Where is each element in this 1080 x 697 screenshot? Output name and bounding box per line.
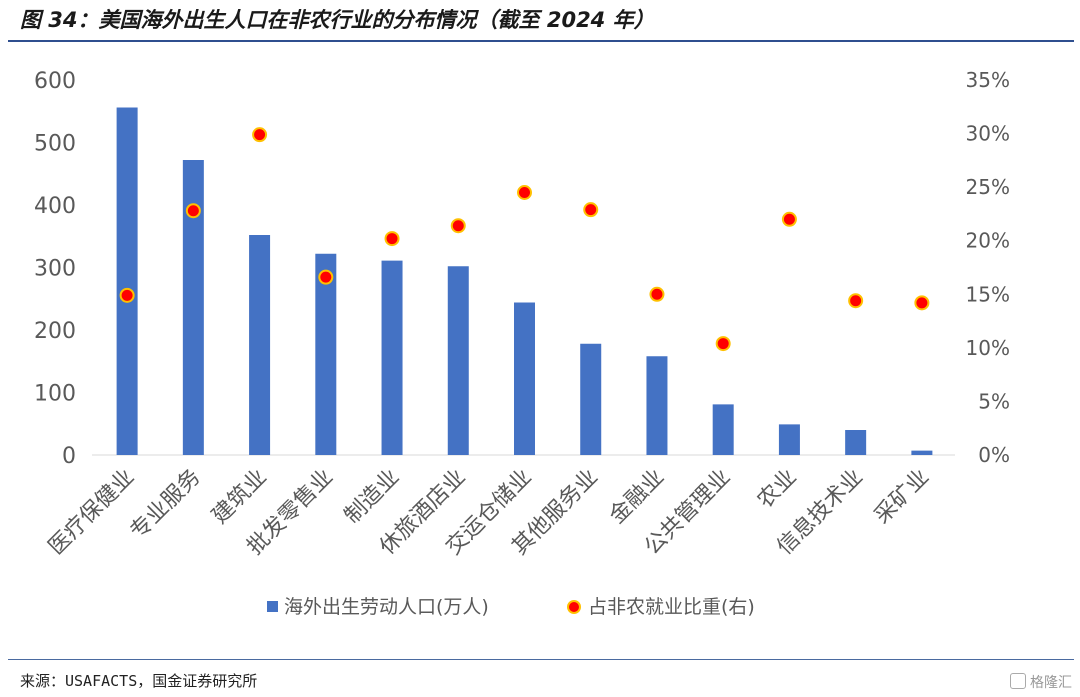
bar bbox=[182, 160, 204, 455]
left-tick-label: 0 bbox=[62, 444, 76, 469]
category-label: 金融业 bbox=[605, 465, 669, 529]
right-tick-label: 5% bbox=[978, 389, 1010, 413]
category-label: 采矿业 bbox=[870, 465, 934, 529]
bar bbox=[712, 404, 734, 455]
bar bbox=[646, 356, 668, 455]
watermark-text: 格隆汇 bbox=[1030, 675, 1072, 691]
right-tick-label: 15% bbox=[966, 282, 1010, 306]
title-rule bbox=[8, 40, 1074, 42]
left-tick-label: 400 bbox=[34, 194, 76, 219]
dot bbox=[450, 218, 466, 234]
dot bbox=[384, 231, 400, 247]
left-tick-label: 300 bbox=[34, 257, 76, 282]
bar bbox=[447, 266, 469, 455]
dot-series bbox=[119, 127, 930, 352]
legend-dot-label: 占非农就业比重(右) bbox=[588, 596, 755, 618]
source-note: 来源：USAFACTS，国金证券研究所 bbox=[20, 672, 258, 690]
watermark: 格隆汇 bbox=[1010, 672, 1072, 692]
legend-bar-label: 海外出生劳动人口(万人) bbox=[284, 596, 489, 618]
dot bbox=[715, 336, 731, 352]
bar bbox=[381, 260, 403, 455]
right-axis: 0% 5% 10% 15% 20% 25% 30% 35% bbox=[966, 68, 1010, 467]
bar bbox=[911, 450, 933, 455]
bar bbox=[315, 253, 337, 455]
bar bbox=[514, 302, 535, 455]
left-axis: 0 100 200 300 400 500 600 bbox=[34, 69, 76, 469]
dot bbox=[781, 211, 797, 227]
dot bbox=[517, 185, 532, 200]
bar bbox=[249, 235, 271, 455]
left-tick-label: 500 bbox=[34, 132, 76, 157]
category-label: 医疗保健业 bbox=[44, 465, 139, 560]
bar bbox=[116, 107, 138, 455]
bar bbox=[778, 424, 800, 455]
category-label: 专业服务 bbox=[126, 465, 206, 545]
footer-rule bbox=[8, 659, 1074, 660]
left-tick-label: 100 bbox=[34, 382, 76, 407]
category-label: 农业 bbox=[753, 465, 802, 514]
dot bbox=[252, 127, 268, 143]
bar bbox=[845, 430, 867, 455]
right-tick-label: 35% bbox=[966, 68, 1010, 92]
dot bbox=[119, 287, 135, 303]
dot bbox=[185, 203, 201, 219]
category-label: 制造业 bbox=[340, 465, 404, 529]
right-tick-label: 30% bbox=[966, 122, 1010, 146]
right-tick-label: 25% bbox=[966, 175, 1010, 199]
bar bbox=[580, 343, 602, 455]
dot bbox=[649, 286, 665, 302]
legend-dot-swatch bbox=[567, 600, 581, 614]
right-tick-label: 10% bbox=[966, 336, 1010, 360]
dot bbox=[848, 293, 864, 309]
left-tick-label: 200 bbox=[34, 319, 76, 344]
chart-title: 图 34：美国海外出生人口在非农行业的分布情况（截至 2024 年） bbox=[20, 8, 655, 32]
dot bbox=[914, 295, 930, 311]
right-tick-label: 20% bbox=[966, 229, 1010, 253]
right-tick-label: 0% bbox=[978, 443, 1010, 467]
watermark-icon bbox=[1010, 673, 1026, 689]
bar-series bbox=[116, 107, 933, 455]
legend: 海外出生劳动人口(万人) 占非农就业比重(右) bbox=[267, 596, 755, 618]
category-label: 建筑业 bbox=[207, 465, 271, 529]
chart: 0 100 200 300 400 500 600 0% 5% 10% 15% 20% 25% 30% 3… bbox=[34, 68, 1010, 618]
dot bbox=[583, 202, 599, 218]
legend-bar-swatch bbox=[267, 601, 278, 612]
left-tick-label: 600 bbox=[34, 69, 76, 94]
dot bbox=[318, 269, 334, 285]
